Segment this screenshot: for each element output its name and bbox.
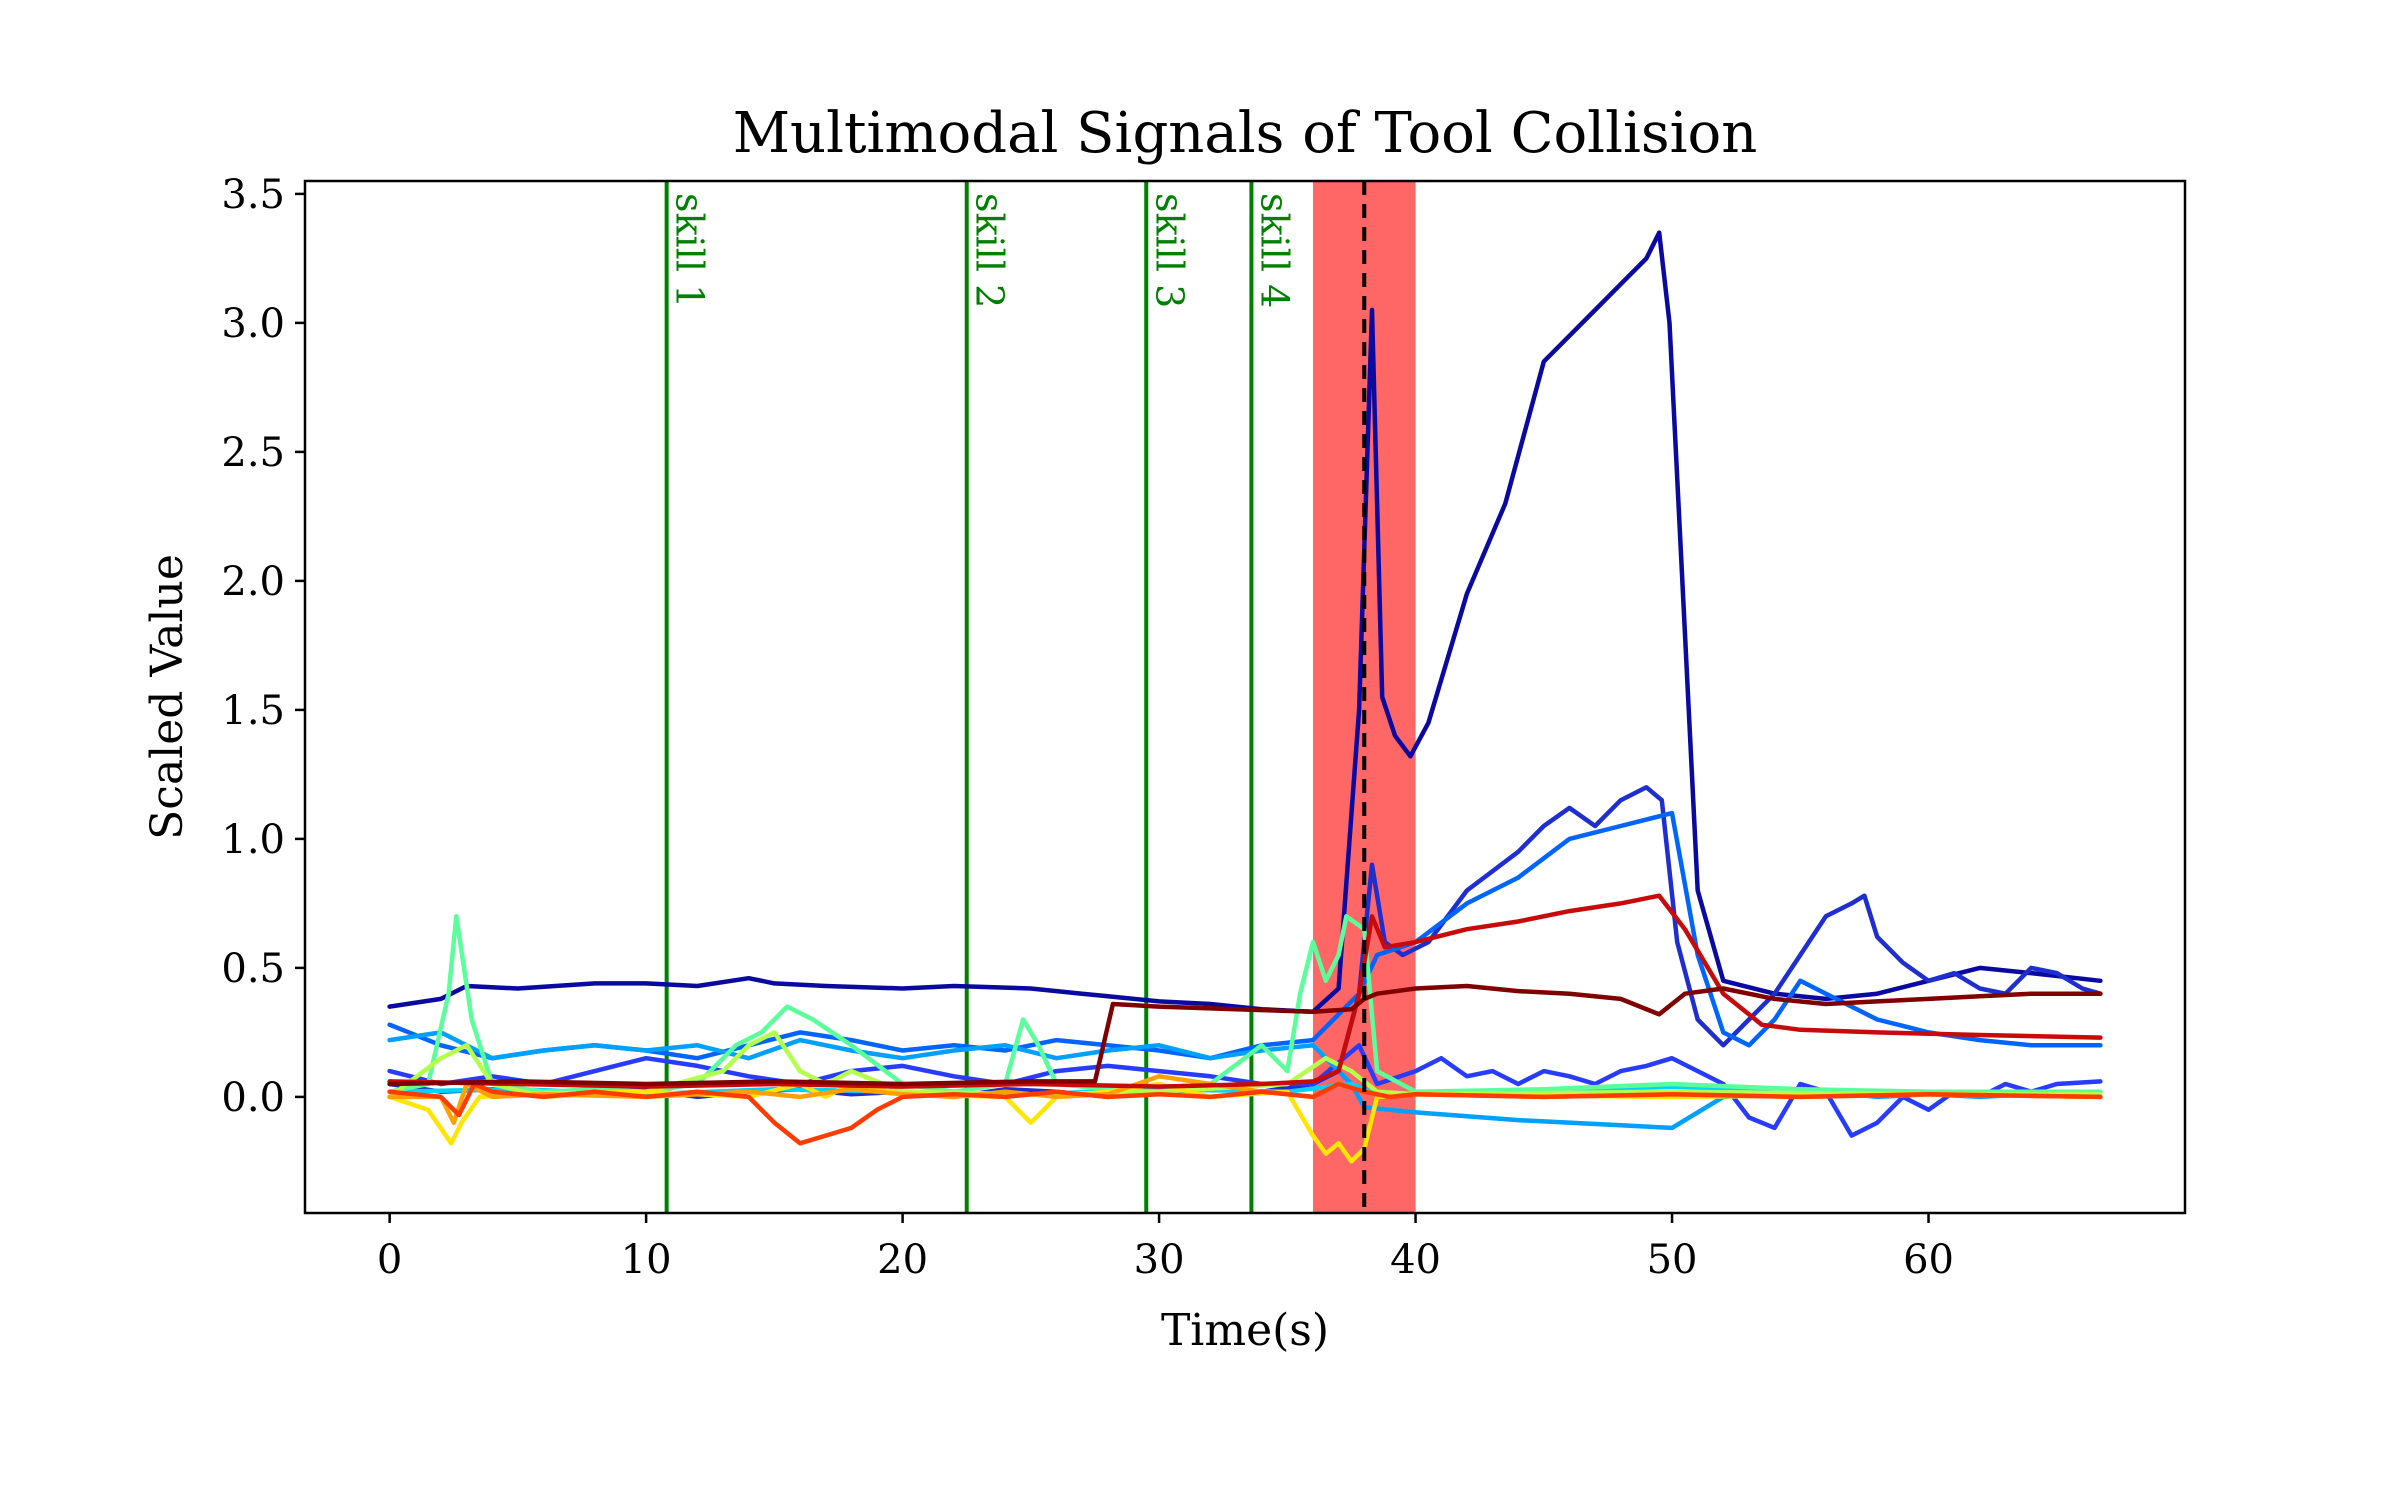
x-tick-label: 60	[1903, 1237, 1954, 1283]
series-line	[387, 810, 2103, 1061]
x-tick-label: 10	[621, 1237, 672, 1283]
series-line	[387, 230, 2103, 1015]
y-tick-label: 2.0	[221, 559, 285, 605]
y-tick-label: 2.5	[221, 430, 285, 476]
y-axis-label: Scaled Value	[142, 554, 193, 840]
y-tick-label: 0.0	[221, 1075, 285, 1121]
skill-label: skill 3	[1147, 193, 1191, 308]
series-line	[387, 983, 2103, 1087]
x-tick-label: 40	[1390, 1237, 1441, 1283]
y-tick-label: 3.5	[221, 172, 285, 218]
skill-label: skill 4	[1252, 193, 1296, 308]
x-axis-label: Time(s)	[1161, 1305, 1329, 1356]
y-tick-label: 0.5	[221, 946, 285, 992]
series-line	[387, 1081, 2103, 1146]
x-tick-label: 30	[1134, 1237, 1185, 1283]
series-line	[387, 893, 2103, 1089]
x-tick-label: 50	[1647, 1237, 1698, 1283]
plot-frame	[303, 179, 2187, 1215]
skill-label: skill 2	[968, 193, 1012, 308]
skill-label: skill 1	[668, 193, 712, 308]
y-tick-label: 1.0	[221, 817, 285, 863]
x-tick-label: 20	[877, 1237, 928, 1283]
series-line	[387, 914, 2103, 1094]
y-tick-label: 1.5	[221, 688, 285, 734]
x-tick-label: 0	[377, 1237, 402, 1283]
y-tick-label: 3.0	[221, 301, 285, 347]
chart-title: Multimodal Signals of Tool Collision	[733, 101, 1758, 166]
